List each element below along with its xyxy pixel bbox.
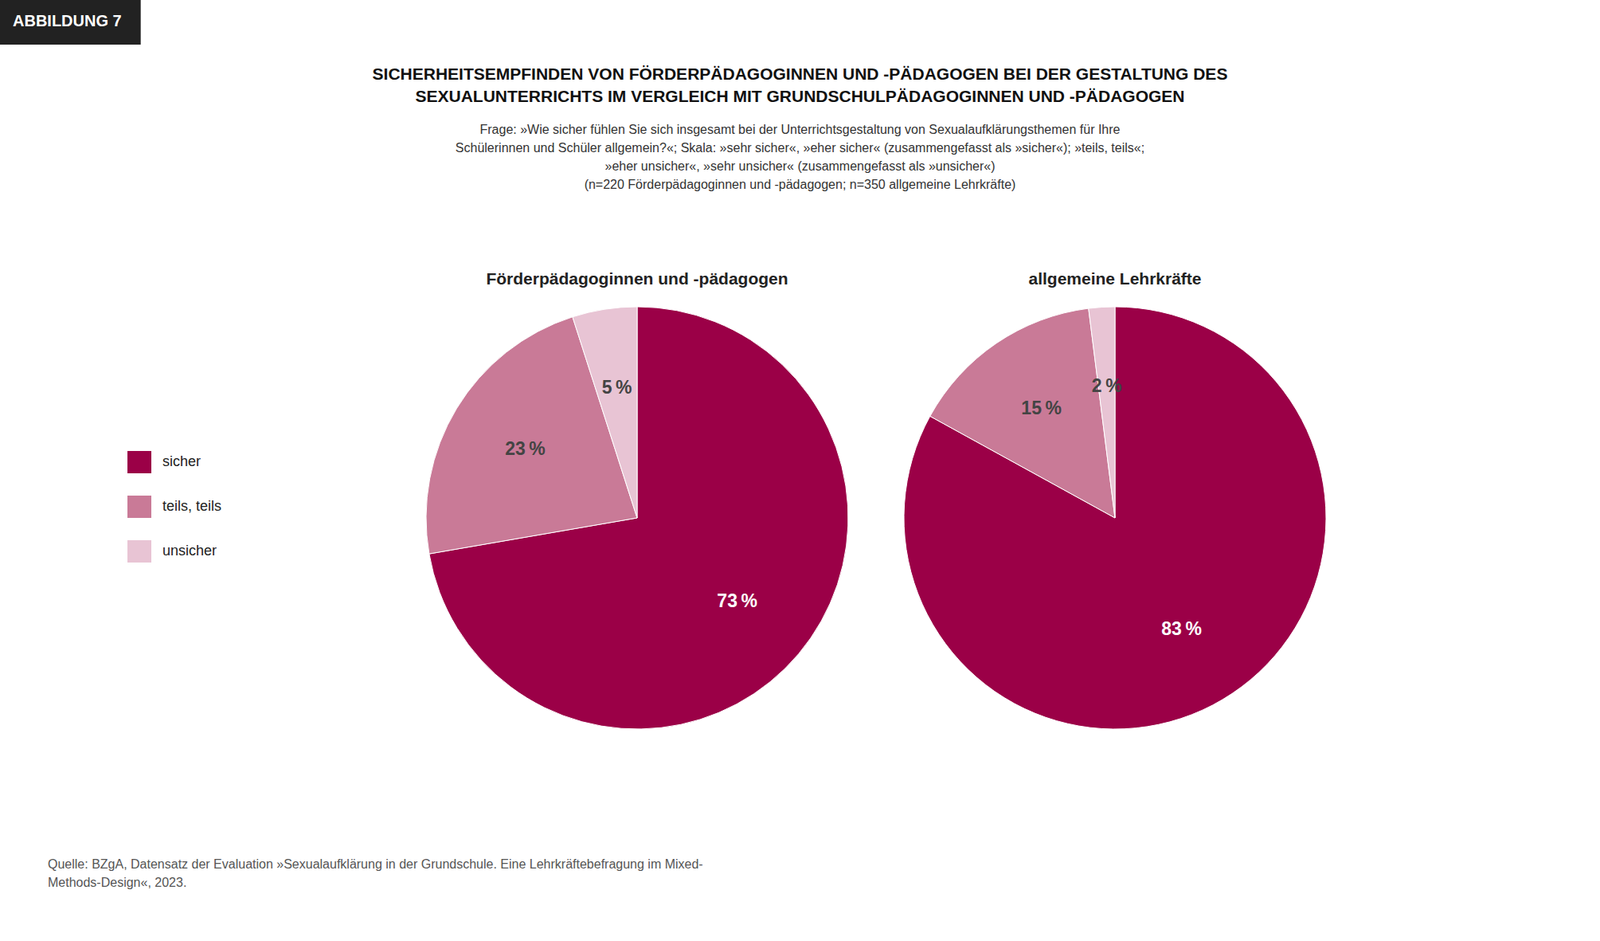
pie: allgemeine Lehrkräfte 83 % 15 % 2 %: [903, 269, 1327, 729]
data-label: 73 %: [716, 590, 758, 611]
subtitle-line: »eher unsicher«, »sehr unsicher« (zusamm…: [604, 159, 995, 173]
slices: [426, 306, 849, 729]
legend-label: unsicher: [162, 542, 217, 559]
data-label: 15 %: [1021, 397, 1062, 419]
pie: Förderpädagoginnen und -pädagogen 73 % 23 …: [426, 269, 849, 729]
slices: [903, 306, 1327, 729]
source: Quelle: BZgA, Datensatz der Evaluation »…: [47, 856, 704, 889]
subtitle: Frage: »Wie sicher fühlen Sie sich insge…: [455, 122, 1145, 192]
header-box: [0, 0, 141, 45]
pie-title: Förderpädagoginnen und -pädagogen: [485, 269, 788, 288]
legend-item: sicher: [127, 450, 201, 474]
legend-swatch: [127, 539, 152, 563]
data-labels: 73 % 23 % 5 %: [504, 376, 758, 611]
pie-slice: [572, 306, 638, 518]
legend: sicher teils, teils unsicher: [127, 450, 222, 563]
title: SICHERHEITSEMPFINDEN VON FÖRDERPÄDAGOGIN…: [372, 64, 1229, 106]
header: ABBILDUNG 7: [0, 0, 141, 45]
legend-item: teils, teils: [127, 495, 222, 518]
header-label: ABBILDUNG 7: [12, 11, 122, 30]
subtitle-line: Schülerinnen und Schüler allgemein?«; Sk…: [455, 140, 1145, 155]
data-label: 5 %: [602, 376, 633, 398]
data-label: 2 %: [1091, 375, 1123, 396]
pie-slice: [1088, 306, 1115, 518]
subtitle-line: Frage: »Wie sicher fühlen Sie sich insge…: [480, 122, 1121, 137]
data-label: 83 %: [1161, 618, 1202, 639]
legend-label: teils, teils: [162, 497, 222, 514]
source-line: Methods-Design«, 2023.: [47, 875, 187, 889]
legend-item: unsicher: [127, 539, 217, 563]
title-line: SICHERHEITSEMPFINDEN VON FÖRDERPÄDAGOGIN…: [372, 64, 1229, 83]
subtitle-line: (n=220 Förderpädagoginnen und -pädagogen…: [584, 177, 1017, 192]
legend-swatch: [127, 450, 152, 474]
legend-label: sicher: [162, 453, 201, 470]
pie-title: allgemeine Lehrkräfte: [1028, 269, 1201, 288]
source-line: Quelle: BZgA, Datensatz der Evaluation »…: [47, 856, 704, 871]
chart: ABBILDUNG 7 SICHERHEITSEMPFINDEN VON FÖRD…: [0, 0, 1600, 941]
data-label: 23 %: [504, 438, 546, 459]
pie-slice: [903, 306, 1327, 729]
legend-swatch: [127, 495, 152, 518]
data-labels: 83 % 15 % 2 %: [1021, 375, 1202, 639]
title-line: SEXUALUNTERRICHTS IM VERGLEICH MIT GRUND…: [414, 86, 1185, 106]
pie-slice: [930, 308, 1115, 518]
